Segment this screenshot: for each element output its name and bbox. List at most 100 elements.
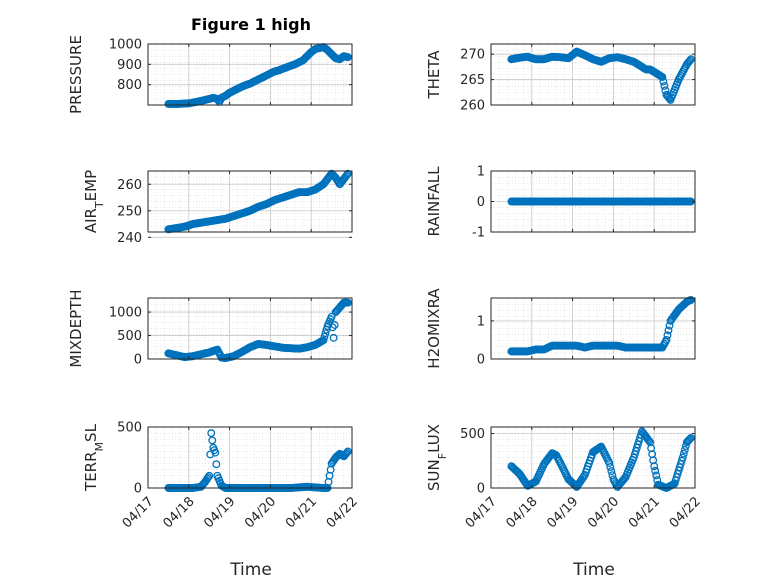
y-axis-label-rest: EMP <box>82 170 100 201</box>
y-tick-label: 800 <box>117 78 142 93</box>
y-tick-label: 270 <box>460 48 485 63</box>
data-point <box>679 449 688 458</box>
data-point <box>342 171 351 179</box>
x-axis-label-right: Time <box>572 560 615 580</box>
y-axis-label-main: TERR <box>82 451 100 492</box>
data-point <box>606 463 615 471</box>
data-point <box>341 449 350 458</box>
data-point <box>327 312 336 321</box>
subplot-5: 0 500 1000 MIXDEPTH <box>67 289 353 368</box>
x-tick-label: 04/21 <box>626 494 663 531</box>
subplot-8: 04/17 04/18 04/19 04/20 04/21 04/22 0 500 SUNFLU… <box>425 424 704 531</box>
data-point <box>685 56 694 65</box>
y-tick-label: 900 <box>117 58 142 73</box>
axes-box <box>490 43 696 106</box>
y-tick-label: 1000 <box>109 38 142 53</box>
axes-box <box>490 297 696 360</box>
data-markers <box>164 169 352 234</box>
data-markers <box>507 47 695 104</box>
data-point <box>330 321 339 329</box>
data-point <box>660 81 669 90</box>
y-axis-label: RAINFALL <box>425 166 443 237</box>
axes-box <box>490 426 696 489</box>
data-point <box>645 436 654 445</box>
data-point <box>343 53 352 62</box>
x-tick-label: 04/18 <box>161 494 198 531</box>
y-axis-label-rest: SL <box>82 423 100 442</box>
data-point <box>342 448 351 457</box>
x-tick-label: 04/20 <box>585 494 622 531</box>
subplot-2: 260 265 270 THETA <box>425 43 696 114</box>
subplot-7: 04/17 04/18 04/19 04/20 04/21 04/22 0 500 TERRMS… <box>82 421 361 532</box>
data-point <box>658 73 667 81</box>
subplot-4: -1 0 1 RAINFALL <box>425 165 696 241</box>
y-axis-label-main: H2OMIXRA <box>425 288 443 369</box>
y-tick-label: 0 <box>134 482 142 497</box>
data-point <box>579 472 588 481</box>
data-point <box>321 329 330 338</box>
data-point <box>686 295 695 304</box>
data-markers <box>164 298 352 363</box>
data-point <box>212 460 221 469</box>
data-markers <box>507 427 695 492</box>
data-point <box>204 473 213 482</box>
data-point <box>343 447 352 456</box>
data-point <box>320 332 329 341</box>
x-tick-label: 04/22 <box>324 494 361 531</box>
y-tick-label: 0 <box>477 482 485 497</box>
y-tick-label: 500 <box>117 329 142 344</box>
y-axis-label: TERRMSL <box>82 423 106 492</box>
data-point <box>211 448 220 457</box>
y-axis-label-main: AIR <box>82 208 100 233</box>
data-point <box>664 326 673 335</box>
y-axis-label-subscript: T <box>93 201 106 209</box>
axes-box <box>147 426 353 489</box>
y-axis-label: AIRTEMP <box>82 170 106 233</box>
y-tick-label: 500 <box>117 421 142 436</box>
y-axis-label-main: RAINFALL <box>425 166 443 237</box>
y-axis-label: MIXDEPTH <box>67 289 85 367</box>
axes-box <box>147 170 353 233</box>
axes-box <box>147 43 353 106</box>
x-tick-label: 04/17 <box>120 494 157 531</box>
x-tick-label: 04/20 <box>242 494 279 531</box>
y-tick-label: 240 <box>117 231 142 246</box>
y-tick-label: 250 <box>117 204 142 219</box>
data-point <box>685 435 694 443</box>
data-point <box>659 77 668 86</box>
x-tick-label: 04/21 <box>283 494 320 531</box>
y-axis-label: H2OMIXRA <box>425 288 443 369</box>
x-tick-label: 04/19 <box>201 494 238 531</box>
x-tick-label: 04/19 <box>544 494 581 531</box>
y-axis-label-subscript: M <box>93 442 106 452</box>
figure-title: Figure 1 high <box>191 15 311 34</box>
y-tick-label: 1000 <box>109 306 142 321</box>
data-markers <box>507 197 695 206</box>
data-point <box>329 333 338 342</box>
y-axis-label-main: SUN <box>425 459 443 491</box>
data-point <box>684 436 693 445</box>
y-tick-label: 0 <box>134 353 142 368</box>
data-point <box>343 169 352 178</box>
y-tick-label: 1 <box>477 314 485 329</box>
data-point <box>343 298 352 307</box>
data-point <box>652 471 661 480</box>
data-point <box>207 429 216 438</box>
y-tick-label: 1 <box>477 165 485 180</box>
subplot-1: 800 900 1000 PRESSURE <box>67 35 353 114</box>
data-markers <box>507 295 695 356</box>
y-axis-label-main: THETA <box>425 50 443 100</box>
data-point <box>686 55 695 64</box>
y-axis-label: PRESSURE <box>67 35 85 114</box>
data-point <box>662 335 671 344</box>
y-axis-label-main: MIXDEPTH <box>67 289 85 367</box>
y-tick-label: -1 <box>472 226 485 241</box>
data-point <box>328 323 337 332</box>
x-tick-label: 04/18 <box>504 494 541 531</box>
data-point <box>677 456 686 465</box>
data-point <box>319 336 328 345</box>
data-point <box>651 466 660 475</box>
subplot-6: 0 1 H2OMIXRA <box>425 288 696 369</box>
